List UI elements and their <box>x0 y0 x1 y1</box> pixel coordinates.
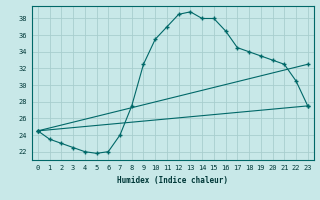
X-axis label: Humidex (Indice chaleur): Humidex (Indice chaleur) <box>117 176 228 185</box>
